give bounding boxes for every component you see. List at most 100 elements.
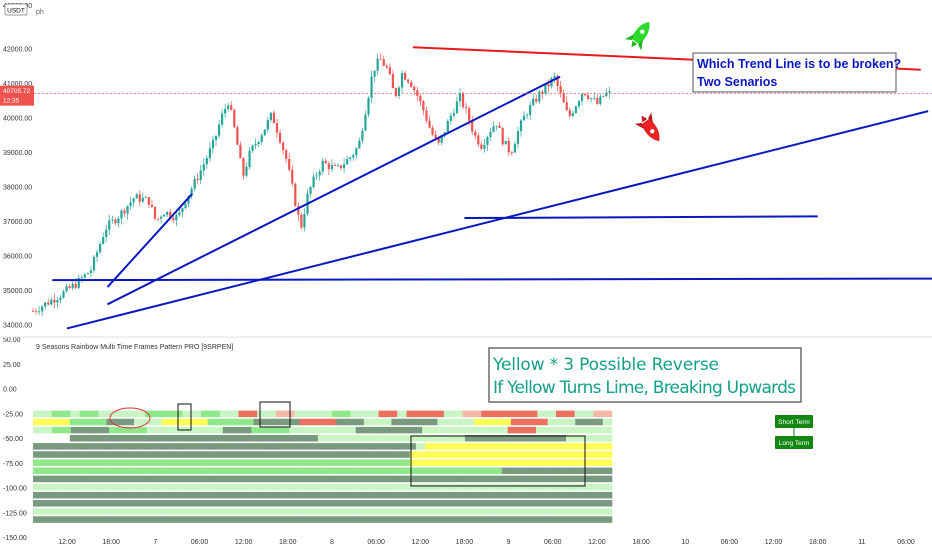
indicator-cell — [88, 516, 98, 523]
indicator-cell — [60, 418, 71, 426]
long-term-button[interactable]: Long Term — [775, 436, 813, 449]
indicator-cell — [165, 426, 176, 434]
time-tick-label: 8 — [330, 539, 334, 546]
indicator-cell — [170, 516, 181, 523]
indicator-cell — [584, 508, 594, 515]
indicator-cell — [492, 508, 503, 515]
indicator-cell — [354, 434, 365, 442]
indicator-cell — [574, 426, 584, 434]
candle-down — [285, 150, 288, 159]
candle-up — [199, 170, 202, 180]
candle-up — [513, 144, 516, 153]
indicator-cell — [163, 410, 174, 418]
trend-line[interactable] — [464, 215, 818, 220]
indicator-cell — [455, 483, 466, 491]
indicator-cell — [88, 467, 98, 475]
indicator-cell — [443, 443, 454, 450]
indicator-cell — [369, 410, 379, 418]
candle-up — [519, 120, 523, 132]
indicator-cell — [593, 475, 604, 483]
candle-up — [483, 144, 486, 149]
indicator-cell — [373, 459, 383, 466]
indicator-cell — [244, 459, 254, 466]
candle-down — [278, 132, 282, 143]
indicator-cell — [124, 500, 135, 507]
indicator-cell — [498, 426, 508, 434]
indicator-cell — [422, 426, 432, 434]
trend-line[interactable] — [106, 193, 193, 288]
indicator-cell — [299, 475, 310, 483]
indicator-cell — [89, 410, 99, 418]
trendline-question-box[interactable]: Which Trend Line is to be broken? Two Se… — [692, 52, 901, 93]
candle-up — [526, 115, 529, 116]
indicator-cell — [538, 418, 548, 426]
indicator-cell — [556, 508, 567, 515]
indicator-cell — [583, 410, 594, 418]
indicator-cell — [281, 475, 291, 483]
indicator-cell — [501, 459, 512, 466]
indicator-cell — [373, 500, 383, 507]
indicator-cell — [527, 410, 538, 418]
indicator-cell — [520, 483, 530, 491]
candle-up — [205, 158, 208, 165]
indicator-cell — [529, 434, 539, 442]
indicator-cell — [207, 434, 218, 442]
indicator-cell — [537, 410, 547, 418]
indicator-cell — [538, 508, 548, 515]
time-tick-label: 18:00 — [279, 539, 297, 546]
indicator-cell — [51, 475, 61, 483]
indicator-cell — [124, 483, 135, 491]
indicator-cell — [501, 491, 512, 499]
indicator-cell — [593, 434, 604, 442]
indicator-cell — [253, 475, 264, 483]
indicator-cell — [520, 500, 530, 507]
candle-down — [535, 98, 538, 102]
currency-badge[interactable]: USDT — [4, 3, 28, 16]
indicator-cell — [584, 516, 594, 523]
indicator-cell — [42, 418, 52, 426]
indicator-cell — [566, 459, 576, 466]
indicator-cell — [345, 451, 355, 458]
indicator-cell — [244, 451, 254, 458]
time-tick-label: 18:00 — [102, 539, 120, 546]
indicator-cell — [593, 491, 604, 499]
indicator-cell — [170, 459, 181, 466]
indicator-cell — [271, 483, 282, 491]
indicator-cell — [462, 443, 473, 450]
indicator-cell — [294, 443, 305, 450]
indicator-cell — [345, 475, 355, 483]
indicator-cell — [526, 426, 537, 434]
indicator-cell — [42, 459, 52, 466]
trend-line[interactable] — [52, 277, 932, 282]
indicator-cell — [182, 410, 193, 418]
indicator-cell — [152, 483, 162, 491]
indicator-note-box[interactable]: Yellow * 3 Possible Reverse If Yellow Tu… — [488, 347, 802, 403]
indicator-cell — [391, 500, 401, 507]
indicator-cell — [406, 410, 417, 418]
indicator-cell — [446, 434, 457, 442]
indicator-cell — [51, 500, 61, 507]
trend-line[interactable] — [66, 110, 929, 330]
indicator-cell — [584, 418, 594, 426]
short-term-button[interactable]: Short Term — [775, 415, 813, 428]
indicator-cell — [281, 491, 291, 499]
candle-up — [59, 297, 62, 301]
candle-down — [501, 128, 504, 145]
candle-down — [388, 67, 391, 75]
indicator-cell — [602, 434, 613, 442]
indicator-cell — [281, 434, 291, 442]
symbol-text: ph — [36, 9, 44, 16]
indicator-cell — [203, 426, 214, 434]
indicator-cell — [78, 434, 89, 442]
indicator-cell — [33, 451, 43, 458]
indicator-cell — [161, 500, 172, 507]
trend-line[interactable] — [107, 75, 561, 306]
indicator-cell — [235, 483, 245, 491]
candle-down — [394, 88, 398, 96]
candle-up — [269, 112, 272, 120]
indicator-cell — [409, 483, 420, 491]
indicator-cell — [556, 516, 567, 523]
indicator-cell — [350, 443, 361, 450]
price-tick-label: 36000.00 — [3, 254, 32, 261]
